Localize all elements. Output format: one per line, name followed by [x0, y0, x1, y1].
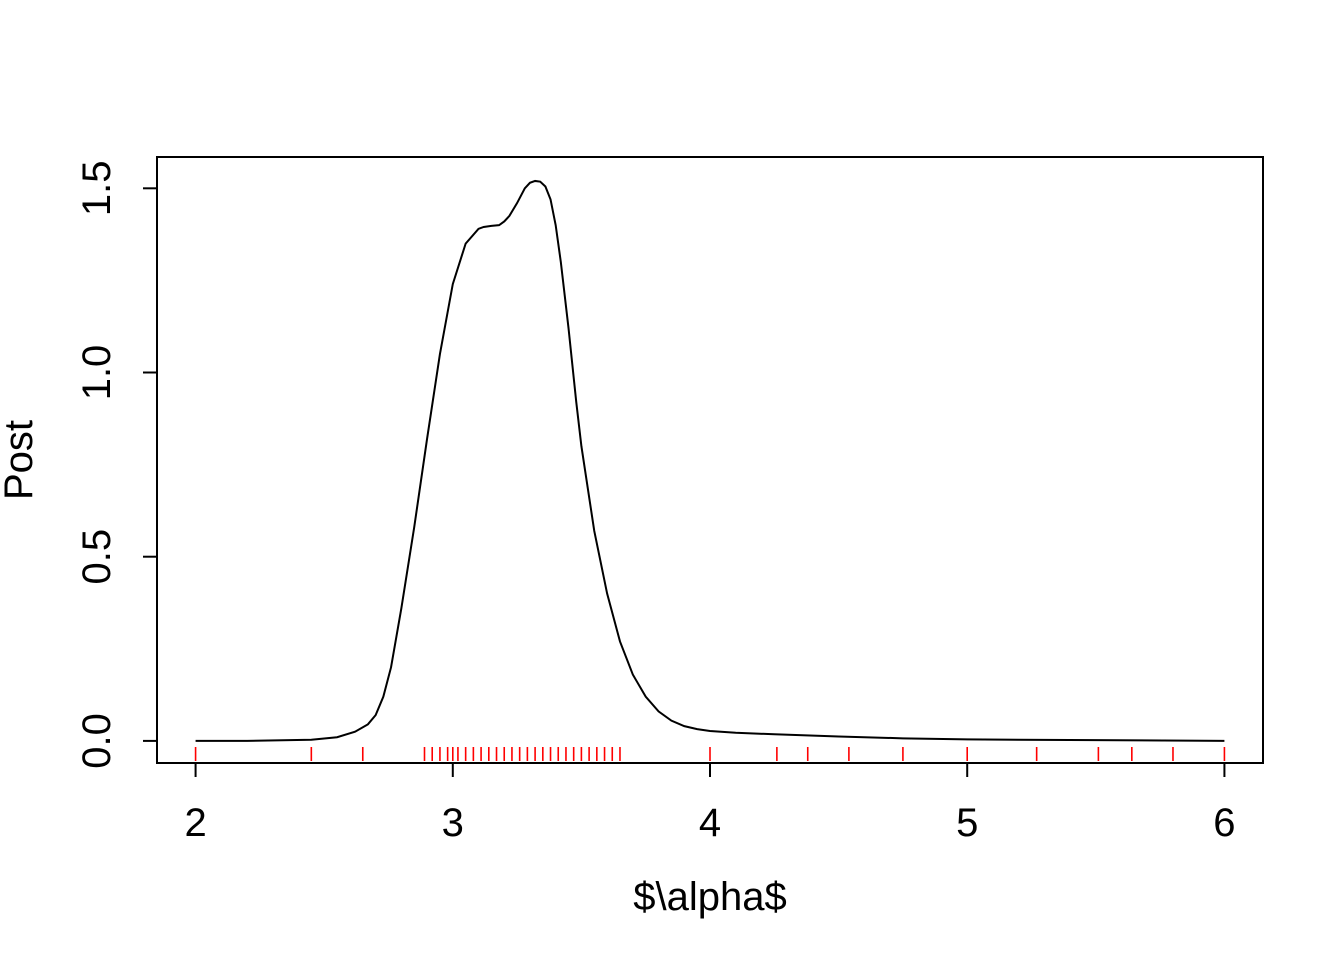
density-curve	[195, 179, 1225, 742]
y-axis-label: Post	[0, 420, 41, 500]
plot-box	[156, 156, 1264, 764]
x-tick-label: 2	[184, 801, 206, 845]
y-axis: 0.0 0.5 1.0 1.5	[75, 161, 158, 769]
x-tick-label: 5	[956, 801, 978, 845]
y-tick-label: 0.5	[75, 529, 119, 585]
x-tick-label: 6	[1213, 801, 1235, 845]
x-tick-label: 4	[699, 801, 721, 845]
rug-marks	[194, 747, 1226, 761]
x-axis: 2 3 4 5 6	[184, 762, 1236, 845]
x-tick-label: 3	[442, 801, 464, 845]
y-tick-label: 1.0	[75, 345, 119, 401]
y-tick-label: 0.0	[75, 713, 119, 769]
x-axis-label: $\alpha$	[633, 875, 786, 919]
y-tick-label: 1.5	[75, 161, 119, 217]
